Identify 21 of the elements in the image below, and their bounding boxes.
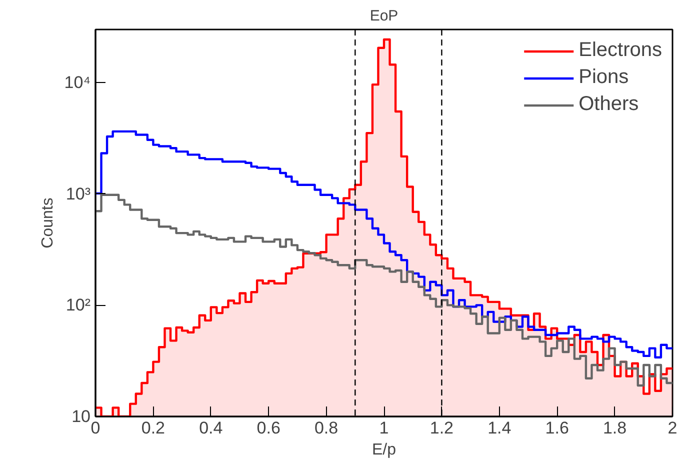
y-tick-label: 10² [66,296,91,315]
x-tick-label: 1.8 [602,418,627,438]
y-tick-label: 10³ [66,184,91,204]
chart-title: EoP [370,8,398,24]
x-tick-label: 2 [668,418,677,438]
legend-label: Others [578,93,639,116]
y-tick-label: 10 [72,407,91,426]
x-tick-label: 1.4 [488,418,512,438]
x-tick-label: 0.4 [199,418,223,438]
x-tick-label: 1.6 [545,418,569,438]
x-tick-label: 0.6 [256,418,280,438]
x-tick-label: 0 [90,418,100,438]
x-tick-label: 0.2 [141,418,166,438]
y-tick-label: 10⁴ [64,73,91,92]
y-axis-title: Counts [39,198,56,248]
legend-label: Pions [578,66,629,89]
x-tick-label: 1 [379,418,389,438]
legend-label: Electrons [578,39,662,62]
x-tick-label: 0.8 [314,418,338,438]
x-axis-title: E/p [372,442,396,458]
x-tick-label: 1.2 [430,418,454,438]
